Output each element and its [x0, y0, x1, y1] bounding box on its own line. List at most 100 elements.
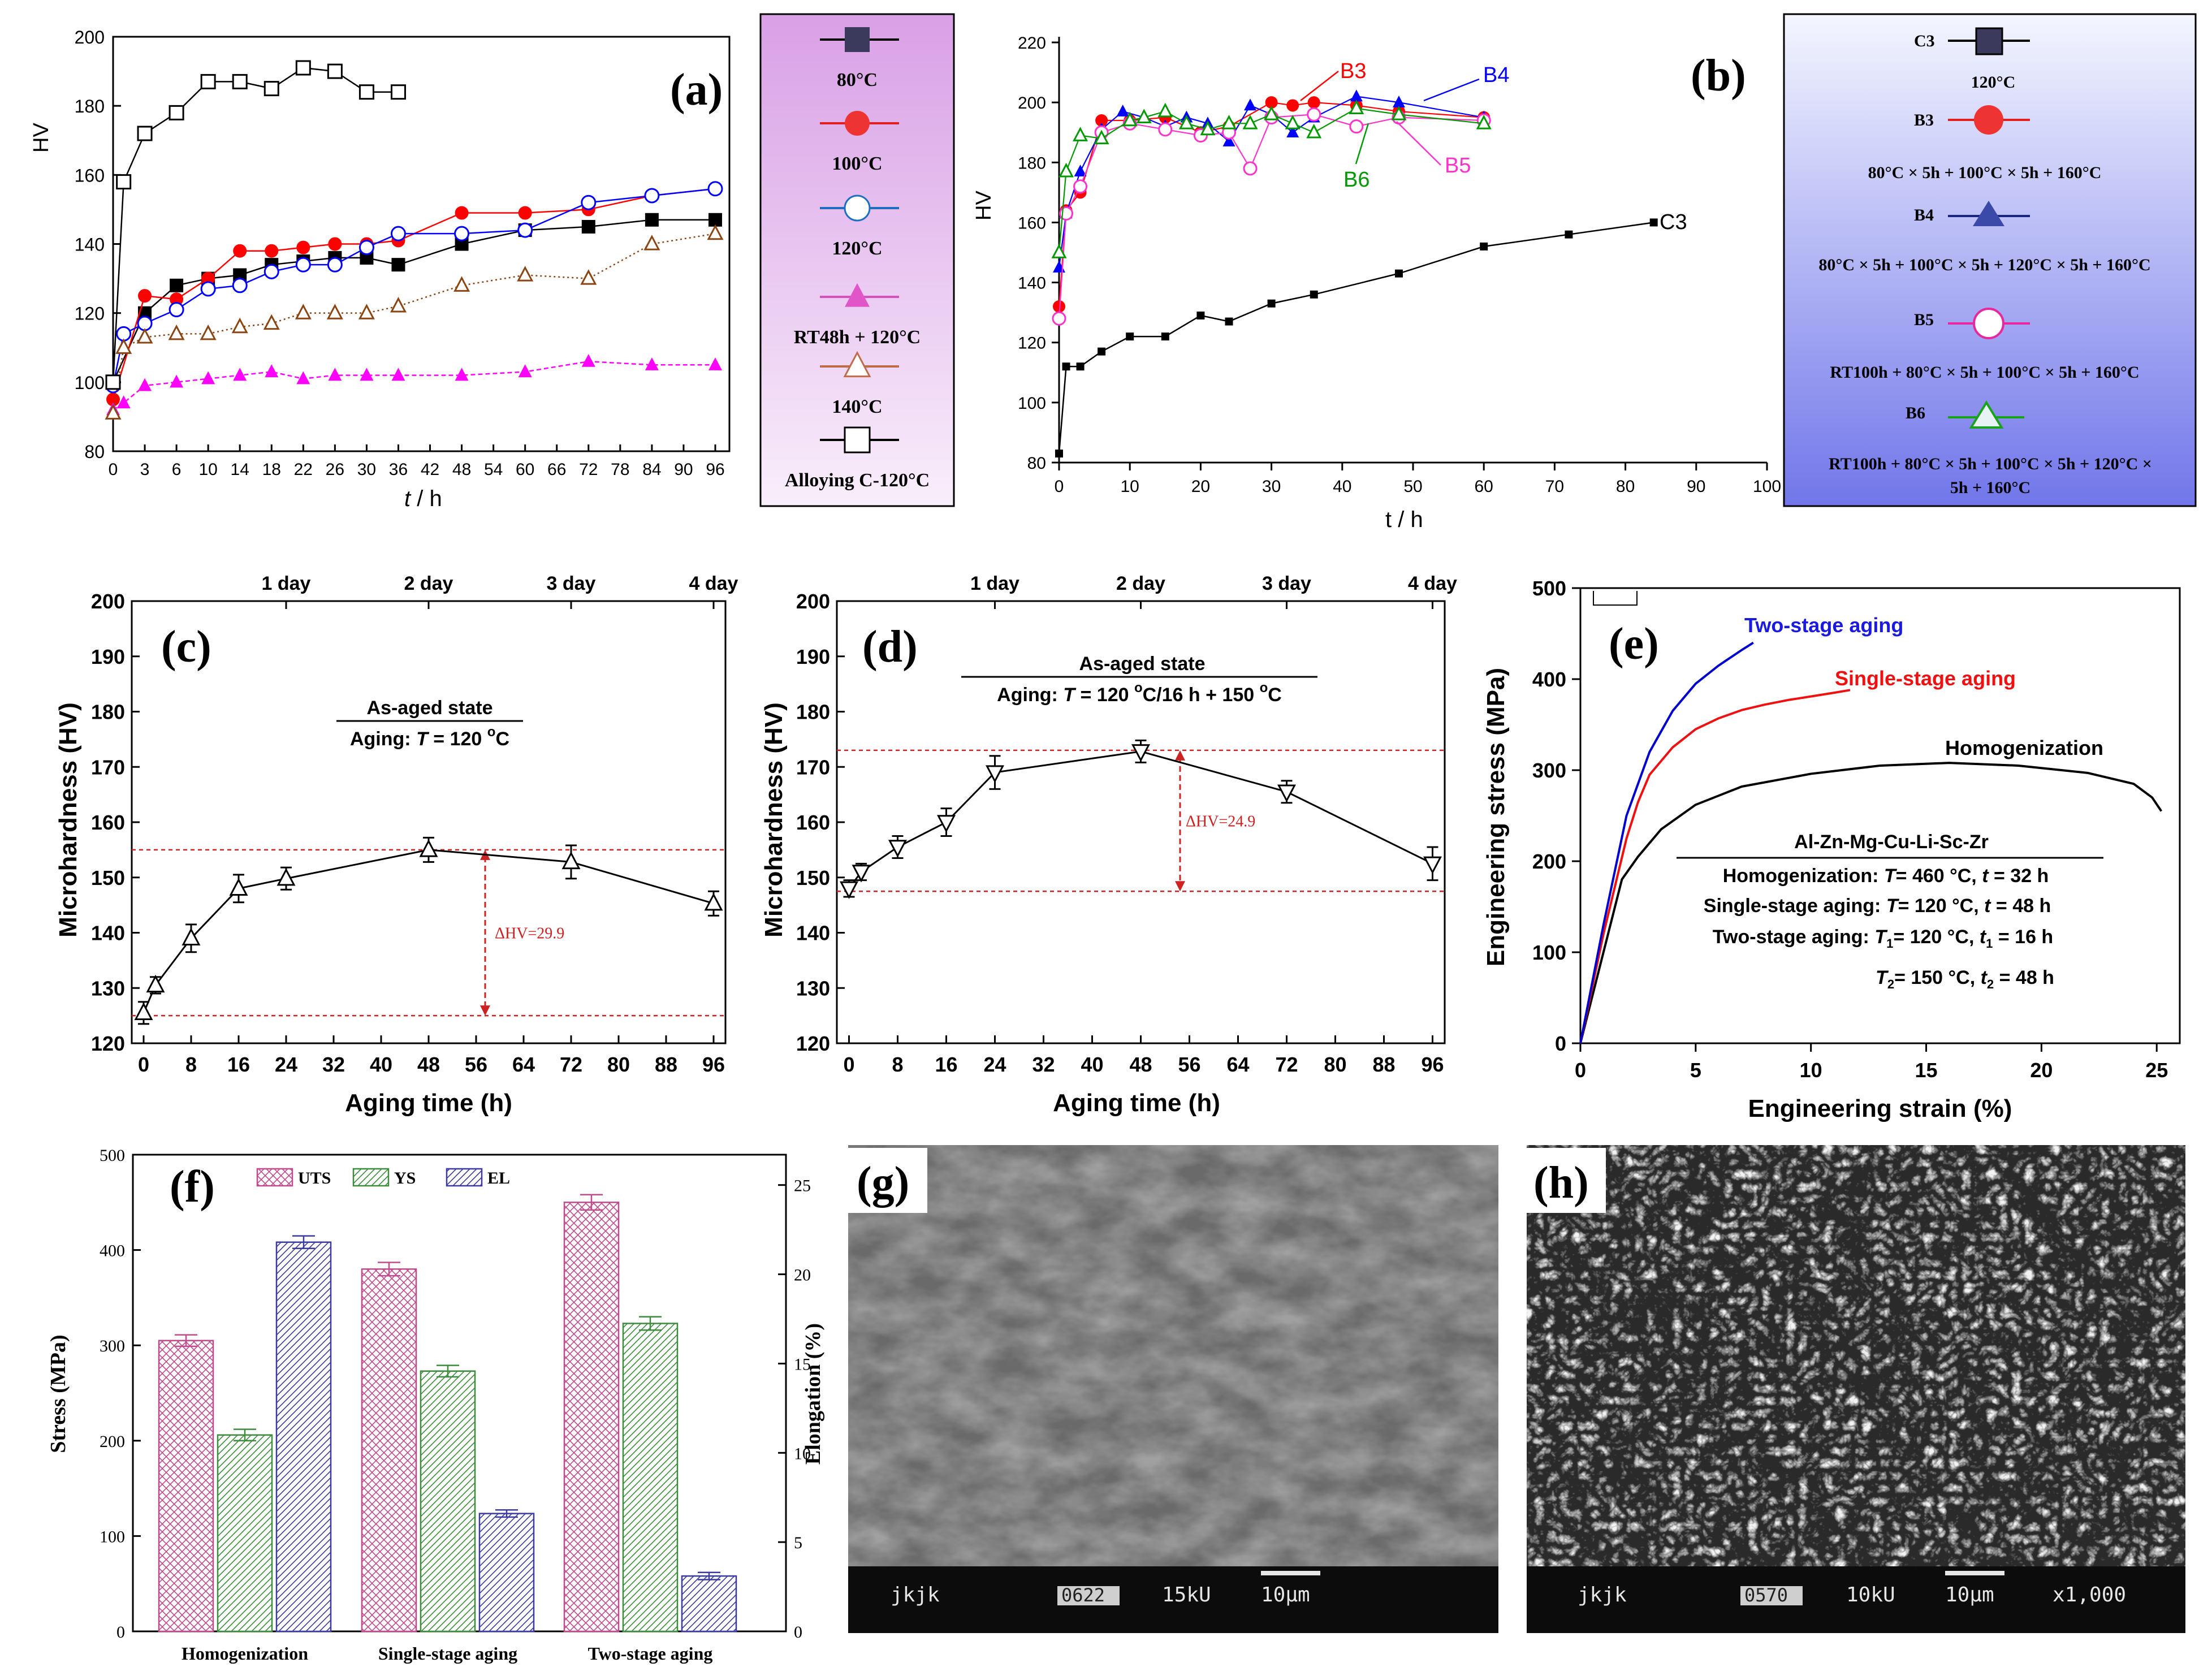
panel-a-xtick-label: 14 [231, 460, 249, 479]
panel-a-series-line [112, 67, 399, 382]
legend-a-marker [845, 27, 870, 52]
panel-a-xtick-label: 72 [579, 460, 598, 479]
panel-b-series-line [1058, 222, 1654, 454]
hv-top-tick-label: 2 day [404, 573, 453, 594]
panel-a-point [200, 281, 216, 297]
panel-f-ytick-label-left: 0 [116, 1623, 125, 1642]
annotation-b6: B6 [1343, 168, 1369, 192]
panel-f-label: (f) [170, 1162, 215, 1212]
panel-a-point [296, 371, 310, 385]
panel-a-point [643, 235, 660, 251]
panel-a-point [231, 317, 248, 334]
hv-series-line [142, 849, 714, 1013]
panel-b-xtick-label: 40 [1333, 477, 1351, 496]
curve-label-two-stage: Two-stage aging [1744, 614, 1903, 637]
legend-a-marker [843, 351, 871, 378]
panel-f-bar-el [275, 1241, 332, 1633]
panel-h: (h) jkjk 0570 10kU 10μm x1,000 [1527, 1145, 2185, 1633]
panel-e-xtick-label: 15 [1915, 1059, 1938, 1082]
hv-top-tick-label: 3 day [1262, 573, 1311, 594]
panel-b: 80 100 120 140 160 180 200 220 0 10 20 30 40 50 60 70 8… [972, 34, 1781, 532]
panel-b-point [1052, 311, 1066, 326]
panel-a-point [517, 266, 534, 282]
panel-e-xtick-label: 5 [1690, 1059, 1701, 1082]
panel-a-ytick-label: 140 [75, 235, 105, 255]
panel-a-point [136, 328, 153, 344]
hv-point [937, 815, 956, 833]
panel-a-point [295, 257, 311, 273]
legend-a-marker [844, 426, 871, 454]
micrograph-g-code-bg [1057, 1586, 1120, 1605]
panel-f-category-label: Homogenization [182, 1643, 308, 1664]
hv-xtick-label: 8 [892, 1053, 903, 1076]
panel-a-legend: 80°C 100°C 120°C RT48h + 120°C 140°C Alloying… [759, 13, 955, 507]
panel-h-label-bg [1527, 1148, 1606, 1213]
panel-g-label: (g) [857, 1158, 909, 1208]
hv-point [1423, 856, 1442, 874]
panel-b-point [1349, 100, 1364, 115]
legend-b4-marker [1973, 201, 2004, 226]
hv-xtick-label: 64 [1226, 1053, 1249, 1076]
panel-b-point [1053, 300, 1065, 313]
panel-b-ylabel: HV [972, 191, 996, 221]
curve-label-homogenization: Homogenization [1945, 736, 2103, 759]
panel-c-xlabel: Aging time (h) [345, 1089, 512, 1117]
panel-c: 120 130 140 150 160 170 180 190 200 0 8 16 24 32 40 48 5… [54, 573, 738, 1117]
hv-xtick-label: 0 [138, 1053, 149, 1076]
panel-f-bar-uts [563, 1202, 620, 1633]
legend-a-label: 140°C [832, 396, 882, 417]
panel-a-point [453, 276, 470, 292]
micrograph-h-scalebar [1945, 1571, 2004, 1575]
panel-e-ytick-label: 100 [1532, 941, 1566, 964]
panel-d-ylabel: Microhardness (HV) [760, 702, 788, 938]
hv-ytick-label: 130 [91, 977, 125, 1000]
hv-top-tick-label: 3 day [547, 573, 596, 594]
hv-ytick-label: 190 [796, 645, 830, 668]
panel-e-label: (e) [1609, 619, 1659, 669]
panel-f-ytick-label-right: 20 [794, 1266, 811, 1285]
panel-f-legend-swatch [446, 1168, 483, 1187]
panel-a-point [296, 240, 310, 254]
panel-a-point [169, 302, 184, 318]
panel-f-bar-uts [361, 1268, 417, 1633]
panel-a-xtick-label: 84 [642, 460, 661, 479]
panel-b-xtick-label: 80 [1616, 477, 1635, 496]
panel-e-xtick-label: 10 [1800, 1059, 1822, 1082]
hv-top-tick-label: 2 day [1116, 573, 1165, 594]
panel-a-point [263, 81, 279, 97]
hv-ytick-label: 130 [796, 977, 830, 1000]
panel-b-point [1126, 332, 1134, 341]
panel-b-point [1073, 127, 1088, 141]
panel-a-xtick-label: 0 [109, 460, 118, 479]
hv-xtick-label: 72 [1275, 1053, 1298, 1076]
hv-point [852, 865, 871, 883]
panel-a-ytick-label: 160 [75, 165, 105, 185]
panel-c-label: (c) [161, 622, 211, 672]
panel-e-condition-1: Homogenization: T= 460 °C, t = 32 h [1723, 865, 2049, 887]
panel-a-point [200, 324, 217, 340]
panel-a-ytick-label: 100 [75, 373, 105, 393]
panel-f-ytick-label-left: 300 [100, 1337, 125, 1355]
hv-xtick-label: 88 [655, 1053, 677, 1076]
panel-b-series-line [1058, 107, 1484, 253]
panel-a-xtick-label: 30 [357, 460, 376, 479]
panel-a-point [201, 371, 215, 385]
panel-b-point [1349, 119, 1364, 134]
panel-b-xtick-label: 70 [1545, 477, 1564, 496]
hv-xtick-label: 64 [512, 1053, 535, 1076]
panel-b-point [1243, 161, 1258, 176]
panel-a-xtick-label: 48 [452, 460, 471, 479]
panel-a-point [105, 374, 121, 390]
annotation-b3: B3 [1340, 59, 1366, 83]
panel-a-point [708, 213, 722, 227]
hv-point [146, 974, 165, 993]
panel-a-frame [112, 36, 731, 452]
hv-xtick-label: 88 [1372, 1053, 1395, 1076]
panel-a-point [170, 292, 184, 306]
panel-a-point [169, 105, 184, 120]
panel-e-ytick-label: 0 [1555, 1032, 1566, 1055]
hv-xtick-label: 56 [1178, 1053, 1200, 1076]
panel-a-point [295, 60, 311, 76]
panel-a-point [233, 244, 247, 258]
panel-f-ylabel-right: Elongation (%) [801, 1323, 825, 1465]
